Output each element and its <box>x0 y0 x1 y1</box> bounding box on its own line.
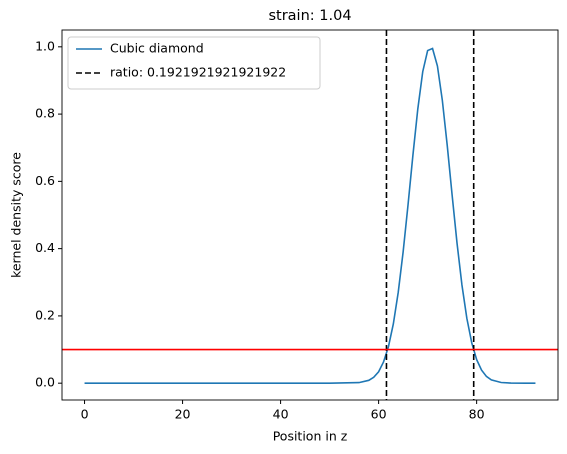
x-tick-label: 20 <box>175 407 191 422</box>
y-tick-label: 0.6 <box>35 173 55 188</box>
x-axis-label: Position in z <box>273 429 348 444</box>
chart-title: strain: 1.04 <box>268 8 351 24</box>
legend-box <box>67 36 321 90</box>
y-tick-label: 1.0 <box>35 38 55 53</box>
legend-label: Cubic diamond <box>110 41 204 56</box>
y-tick-label: 0.8 <box>35 106 55 121</box>
x-tick-label: 60 <box>371 407 387 422</box>
y-tick-label: 0.4 <box>35 240 55 255</box>
y-tick-label: 0.0 <box>35 375 55 390</box>
x-tick-label: 40 <box>273 407 289 422</box>
plot-frame <box>61 29 559 401</box>
x-tick-label: 80 <box>469 407 485 422</box>
y-axis-label: kernel density score <box>9 152 24 278</box>
y-tick-label: 0.2 <box>35 307 55 322</box>
legend-label: ratio: 0.1921921921921922 <box>110 65 286 80</box>
x-tick-label: 0 <box>81 407 89 422</box>
line-series <box>84 47 536 384</box>
